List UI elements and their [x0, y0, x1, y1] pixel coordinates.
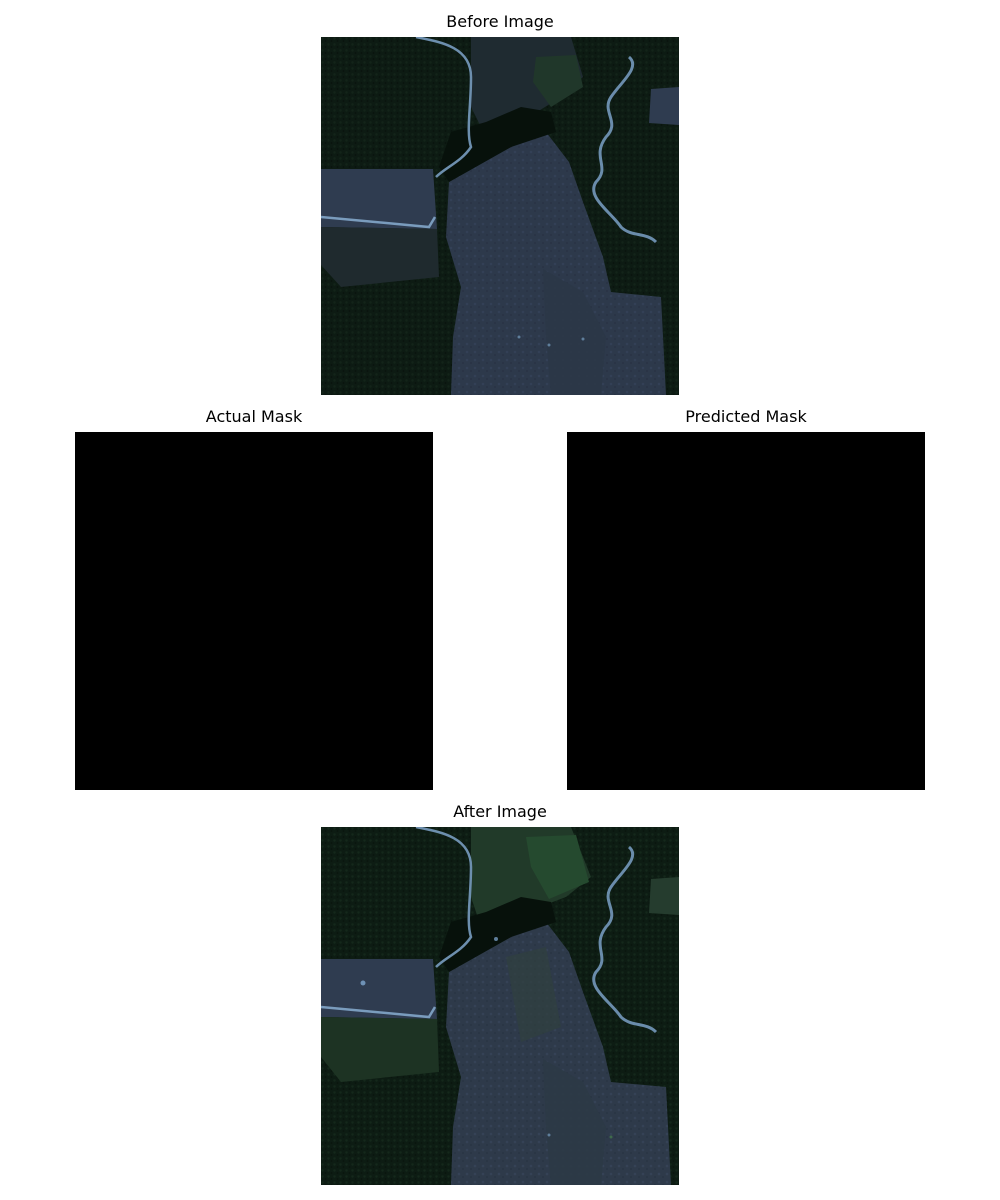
before-image [321, 37, 679, 395]
actual-mask-title: Actual Mask [205, 407, 303, 426]
predicted-mask-image [567, 432, 925, 790]
predicted-mask-title: Predicted Mask [685, 407, 807, 426]
actual-mask-image [75, 432, 433, 790]
after-image [321, 827, 679, 1185]
after-image-title: After Image [453, 802, 547, 821]
before-image-title: Before Image [446, 12, 554, 31]
